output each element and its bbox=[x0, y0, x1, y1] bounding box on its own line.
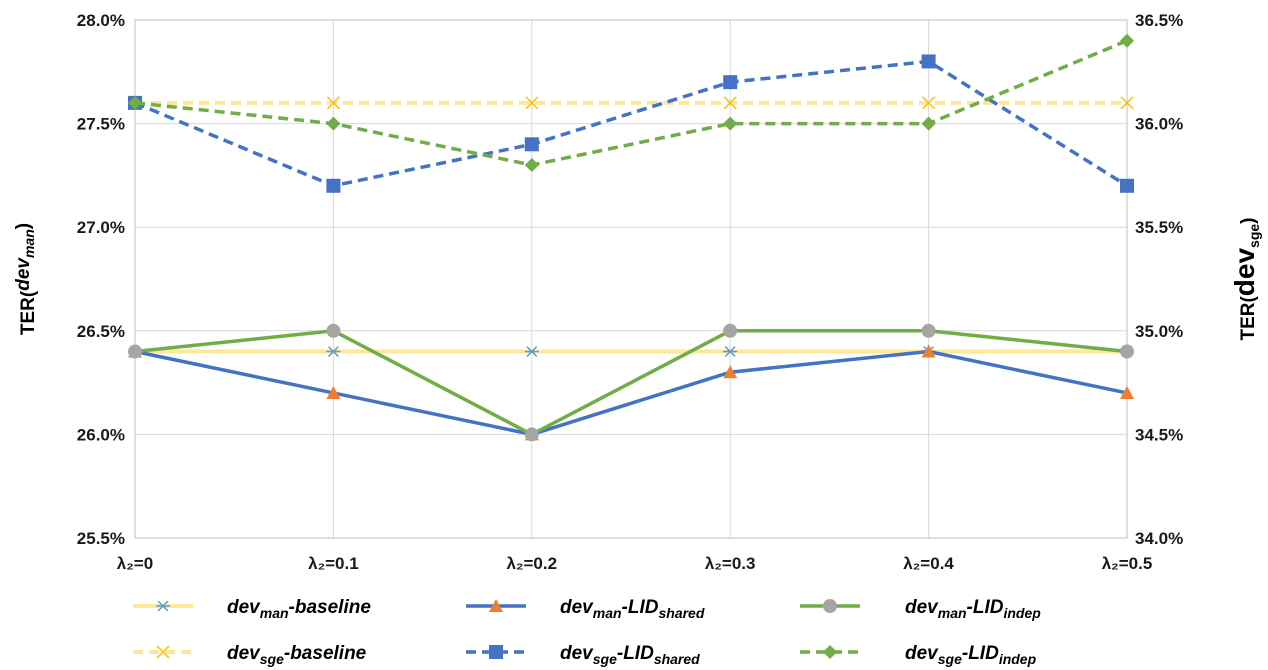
y-right-axis-title: TER(devsge) bbox=[1229, 217, 1262, 340]
plot-frame bbox=[134, 19, 1128, 539]
data-point bbox=[1120, 33, 1134, 48]
data-point bbox=[524, 427, 539, 442]
legend-marker bbox=[823, 645, 837, 659]
series-line bbox=[134, 59, 1128, 188]
legend: devman-baseline devman-LIDshared devman-LI… bbox=[133, 597, 1041, 667]
y-left-tick-label: 26.0% bbox=[77, 425, 125, 444]
legend-marker bbox=[823, 599, 837, 613]
y-left-title-part: dev bbox=[13, 257, 34, 291]
data-point bbox=[326, 178, 341, 193]
series-line bbox=[134, 349, 1128, 437]
y-left-tick-label: 27.5% bbox=[77, 115, 125, 134]
axes: 25.5% 26.0% 26.5% 27.0% 27.5% 28.0% 34.0% 34.5%… bbox=[13, 11, 1262, 573]
series-line bbox=[134, 39, 1128, 167]
data-point bbox=[723, 346, 738, 357]
y-left-title-part: man bbox=[21, 229, 37, 258]
legend-label: devman-LIDshared bbox=[560, 597, 705, 621]
series-dev-sge-lid-indep bbox=[128, 33, 1134, 173]
gridlines bbox=[134, 19, 1128, 539]
y-right-tick-label: 34.0% bbox=[1135, 529, 1183, 548]
y-left-tick-label: 26.5% bbox=[77, 322, 125, 341]
x-tick-label: λ₂=0.1 bbox=[308, 554, 359, 573]
data-point bbox=[723, 116, 738, 131]
x-tick-label: λ₂=0.5 bbox=[1102, 554, 1153, 573]
data-point bbox=[921, 323, 936, 338]
data-point bbox=[326, 323, 341, 338]
data-point bbox=[921, 116, 936, 131]
x-tick-label: λ₂=0.2 bbox=[507, 554, 558, 573]
data-point bbox=[1120, 178, 1134, 193]
y-right-title-part: ) bbox=[1238, 217, 1259, 223]
data-point bbox=[921, 54, 936, 69]
data-point bbox=[723, 323, 738, 338]
y-right-tick-label: 35.0% bbox=[1135, 322, 1183, 341]
data-point bbox=[128, 95, 142, 110]
y-right-tick-label: 35.5% bbox=[1135, 218, 1183, 237]
legend-item: devman-LIDindep bbox=[800, 597, 1041, 621]
legend-item: devman-baseline bbox=[133, 597, 371, 621]
y-right-tick-label: 36.5% bbox=[1135, 11, 1183, 30]
legend-item: devsge-baseline bbox=[133, 643, 367, 667]
data-point bbox=[723, 75, 738, 90]
legend-marker bbox=[156, 645, 170, 659]
y-left-tick-label: 25.5% bbox=[77, 529, 125, 548]
y-left-tick-label: 27.0% bbox=[77, 218, 125, 237]
series-dev-man-lid-indep bbox=[128, 323, 1134, 442]
data-point bbox=[525, 96, 539, 110]
data-point bbox=[1120, 344, 1134, 359]
data-point bbox=[524, 158, 539, 173]
series-dev-sge-baseline bbox=[128, 96, 1134, 110]
legend-label: devman-LIDindep bbox=[905, 597, 1041, 621]
series-dev-man-lid-shared bbox=[128, 344, 1134, 441]
y-right-title-part: TER( bbox=[1238, 296, 1259, 341]
data-point bbox=[1120, 96, 1134, 110]
data-point bbox=[723, 96, 737, 110]
data-point bbox=[326, 346, 341, 357]
data-point bbox=[1120, 385, 1134, 399]
data-point bbox=[723, 365, 738, 379]
legend-item: devsge-LIDindep bbox=[800, 643, 1037, 667]
data-point bbox=[326, 385, 341, 399]
y-right-title-part: sge bbox=[1246, 224, 1262, 248]
legend-marker bbox=[156, 600, 170, 612]
y-left-title-part: ) bbox=[13, 223, 34, 229]
series-lines bbox=[128, 33, 1134, 442]
data-point bbox=[326, 96, 340, 110]
legend-label: devsge-baseline bbox=[227, 643, 367, 667]
legend-label: devsge-LIDindep bbox=[905, 643, 1037, 667]
x-tick-label: λ₂=0.4 bbox=[903, 554, 954, 573]
x-tick-label: λ₂=0.3 bbox=[705, 554, 756, 573]
data-point bbox=[921, 344, 936, 358]
y-right-tick-label: 34.5% bbox=[1135, 425, 1183, 444]
legend-marker bbox=[489, 645, 503, 659]
x-tick-label: λ₂=0 bbox=[117, 554, 153, 573]
y-left-axis-title: TER(devman) bbox=[13, 223, 39, 335]
y-left-title-part: TER( bbox=[18, 290, 39, 335]
y-left-tick-label: 28.0% bbox=[77, 11, 125, 30]
data-point bbox=[524, 137, 539, 152]
data-point bbox=[128, 344, 142, 359]
legend-label: devman-baseline bbox=[227, 597, 371, 621]
legend-label: devsge-LIDshared bbox=[560, 643, 700, 667]
y-right-tick-label: 36.0% bbox=[1135, 115, 1183, 134]
data-point bbox=[326, 116, 341, 131]
legend-item: devsge-LIDshared bbox=[466, 643, 700, 667]
data-point bbox=[922, 96, 936, 110]
y-right-title-part: dev bbox=[1229, 248, 1260, 297]
series-line bbox=[134, 329, 1128, 437]
data-point bbox=[524, 346, 539, 357]
series-dev-man-baseline bbox=[128, 346, 1134, 357]
legend-item: devman-LIDshared bbox=[466, 597, 705, 621]
legend-marker bbox=[489, 599, 503, 612]
